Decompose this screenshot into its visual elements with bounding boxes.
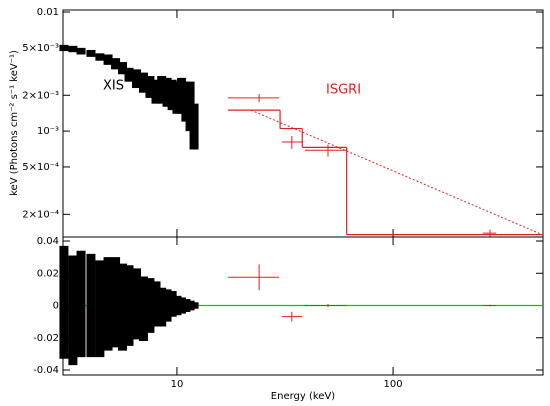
y-tick-label: 5×10⁻⁴ — [22, 162, 59, 173]
x-tick-label: 100 — [384, 379, 403, 390]
y-tick-label: 0.01 — [37, 7, 59, 18]
y-tick-label: 0.02 — [37, 268, 59, 279]
y-tick-label: 5×10⁻³ — [22, 43, 59, 54]
y-tick-label: 0 — [53, 301, 59, 312]
plot-frame — [62, 9, 544, 238]
annotation: ISGRI — [326, 83, 361, 98]
model-line — [250, 109, 543, 236]
y-tick-label: -0.02 — [33, 333, 59, 344]
y-tick-label: -0.04 — [33, 365, 59, 376]
x-tick-label: 10 — [171, 379, 184, 390]
y-axis-label: keV (Photons cm⁻² s⁻¹ keV⁻¹) — [9, 50, 20, 196]
y-tick-label: 2×10⁻⁴ — [22, 209, 59, 220]
y-tick-label: 10⁻³ — [37, 126, 59, 137]
y-tick-label: 2×10⁻³ — [22, 90, 59, 101]
y-tick-label: 0.04 — [37, 236, 59, 247]
x-axis-label: Energy (keV) — [271, 391, 336, 402]
annotation: XIS — [103, 79, 124, 94]
